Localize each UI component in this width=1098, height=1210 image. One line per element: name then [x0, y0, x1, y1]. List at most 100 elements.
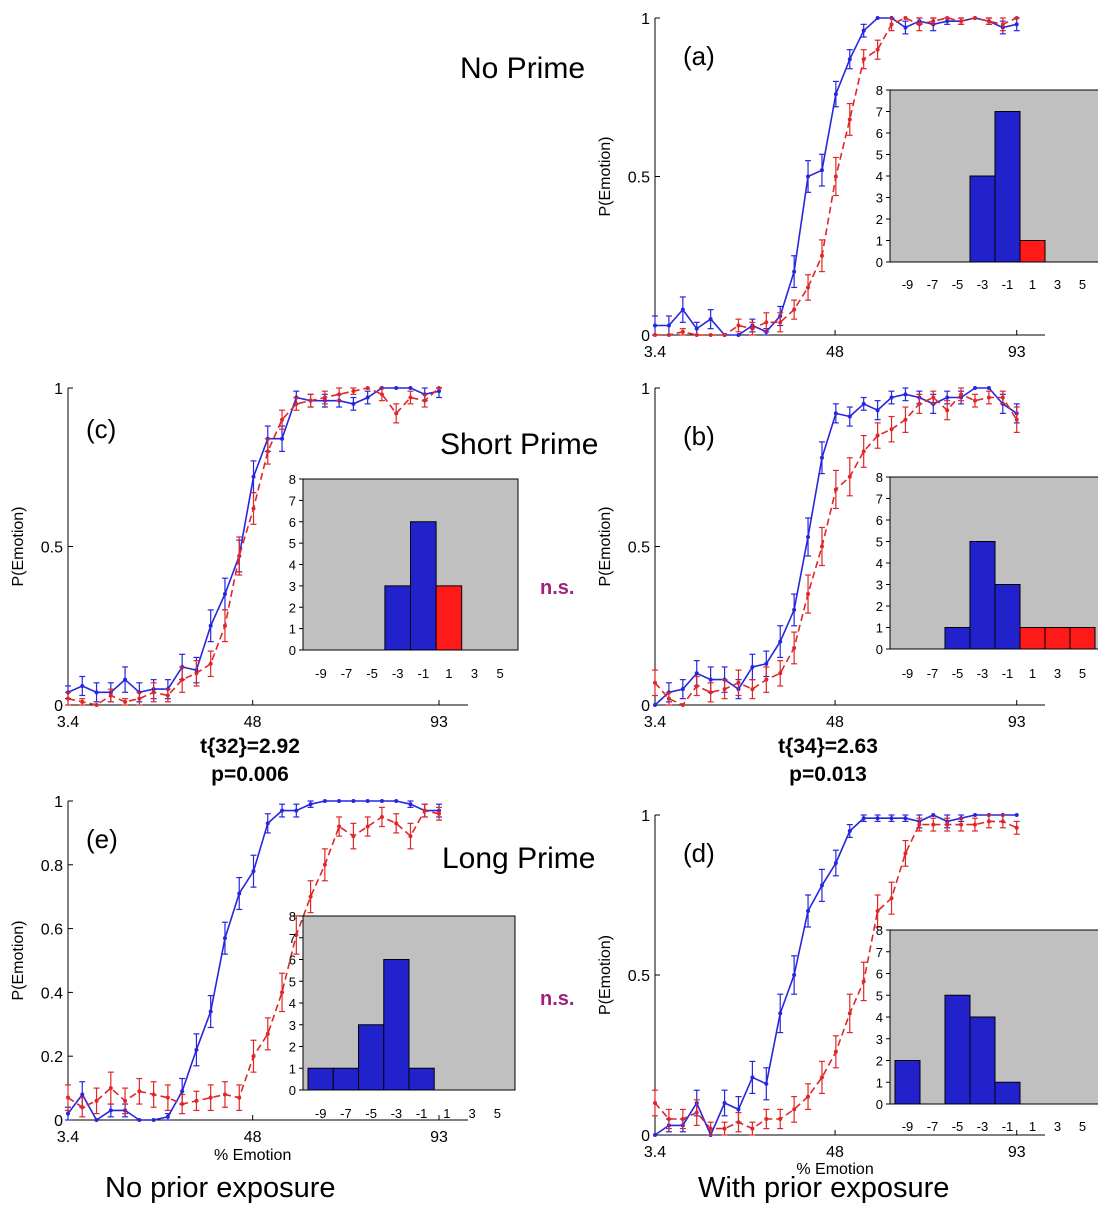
- blue-data-point-e: [194, 1047, 199, 1052]
- x-tick-label-a: 48: [826, 344, 844, 361]
- inset-y-tick-label-c: 5: [289, 536, 296, 551]
- y-tick-label-a: 0: [641, 328, 650, 345]
- column-label-left: No prior exposure: [105, 1172, 336, 1204]
- x-tick-label-b: 3.4: [644, 714, 666, 731]
- inset-y-tick-label-e: 7: [289, 931, 296, 946]
- blue-data-point-b: [875, 408, 880, 413]
- red-data-point-c: [222, 623, 227, 628]
- red-data-point-e: [308, 894, 313, 899]
- blue-data-point-e: [265, 821, 270, 826]
- red-data-point-a: [833, 174, 838, 179]
- x-tick-label-c: 3.4: [57, 714, 79, 731]
- inset-bar-e: [332, 1067, 360, 1091]
- red-data-point-b: [931, 395, 936, 400]
- red-data-point-c: [165, 693, 170, 698]
- inset-x-tick-label-a: -5: [952, 277, 964, 292]
- panel-label-b: (b): [683, 421, 715, 451]
- inset-y-tick-label-b: 2: [876, 599, 883, 614]
- inset-y-tick-label-e: 8: [289, 909, 296, 924]
- red-data-point-a: [666, 333, 671, 337]
- inset-bar-b: [1069, 627, 1096, 650]
- inset-y-tick-label-c: 6: [289, 515, 296, 530]
- blue-data-point-a: [819, 168, 824, 173]
- red-data-point-c: [408, 395, 413, 400]
- red-data-point-c: [80, 699, 85, 704]
- inset-y-tick-label-a: 4: [876, 169, 883, 184]
- y-axis-label-a: P(Emotion): [597, 136, 614, 216]
- inset-y-tick-label-d: 8: [876, 923, 883, 938]
- panel-label-e: (e): [86, 824, 118, 854]
- red-data-point-b: [666, 696, 671, 701]
- red-data-point-a: [778, 320, 783, 325]
- blue-data-point-e: [208, 1009, 213, 1014]
- red-data-point-a: [722, 333, 727, 337]
- red-data-point-a: [945, 16, 950, 20]
- inset-y-tick-label-b: 6: [876, 513, 883, 528]
- blue-data-point-d: [819, 883, 824, 888]
- red-data-point-a: [819, 253, 824, 258]
- blue-data-point-e: [322, 799, 327, 803]
- y-tick-label-d: 0: [641, 1128, 650, 1145]
- inset-y-tick-label-a: 6: [876, 126, 883, 141]
- inset-y-tick-label-c: 1: [289, 622, 296, 637]
- red-data-point-c: [337, 392, 342, 397]
- red-data-point-e: [422, 808, 427, 813]
- panel-label-c: (c): [86, 414, 116, 444]
- x-tick-label-c: 93: [430, 714, 448, 731]
- blue-data-point-e: [294, 808, 299, 813]
- red-data-point-b: [750, 687, 755, 692]
- red-data-point-e: [351, 834, 356, 839]
- inset-y-tick-label-d: 5: [876, 988, 883, 1003]
- red-data-point-b: [694, 683, 699, 688]
- red-data-point-b: [680, 703, 685, 707]
- red-data-point-e: [265, 1031, 270, 1036]
- inset-x-tick-label-c: -7: [341, 666, 353, 681]
- inset-x-tick-label-d: -9: [902, 1119, 914, 1134]
- red-data-point-d: [833, 1049, 838, 1054]
- red-data-point-d: [778, 1117, 783, 1121]
- red-data-point-a: [973, 16, 977, 20]
- red-data-point-c: [280, 417, 285, 422]
- red-data-point-e: [123, 1098, 128, 1103]
- red-data-point-c: [379, 392, 384, 397]
- inset-y-tick-label-c: 7: [289, 493, 296, 508]
- red-data-point-c: [365, 386, 370, 390]
- red-data-point-d: [931, 822, 936, 827]
- inset-x-tick-label-a: -7: [927, 277, 939, 292]
- blue-data-point-b: [986, 386, 991, 390]
- red-data-point-c: [194, 671, 199, 676]
- red-data-point-a: [903, 16, 908, 20]
- blue-data-point-c: [222, 592, 227, 597]
- blue-data-point-b: [806, 534, 811, 539]
- inset-x-tick-label-e: -9: [315, 1106, 327, 1121]
- blue-data-point-e: [66, 1111, 70, 1116]
- x-tick-label-a: 93: [1008, 344, 1026, 361]
- row-label-long-prime: Long Prime: [442, 842, 596, 875]
- inset-bar-d: [969, 1016, 996, 1105]
- inset-bar-b: [944, 627, 971, 650]
- red-data-point-e: [222, 1092, 227, 1097]
- inset-x-tick-label-a: -9: [902, 277, 914, 292]
- red-data-point-d: [903, 851, 908, 856]
- red-data-point-a: [708, 333, 713, 337]
- x-tick-label-d: 3.4: [644, 1144, 666, 1161]
- red-data-point-b: [945, 408, 950, 413]
- inset-bar-d: [944, 994, 971, 1105]
- red-data-point-b: [847, 474, 852, 479]
- y-tick-label-c: 0: [54, 698, 63, 715]
- red-data-point-d: [889, 896, 894, 901]
- blue-data-point-e: [94, 1118, 99, 1122]
- ns-short: n.s.: [540, 577, 575, 599]
- inset-y-tick-label-e: 6: [289, 953, 296, 968]
- blue-data-point-e: [280, 808, 285, 813]
- inset-x-tick-label-c: -1: [418, 666, 430, 681]
- panel-label-a: (a): [683, 41, 715, 71]
- stat-c-p: p=0.006: [211, 763, 289, 786]
- inset-y-tick-label-e: 4: [289, 996, 296, 1011]
- row-label-no-prime: No Prime: [460, 52, 586, 85]
- blue-data-point-b: [778, 639, 783, 644]
- inset-x-tick-label-d: -1: [1002, 1119, 1014, 1134]
- red-data-point-d: [736, 1120, 741, 1125]
- inset-x-tick-label-b: 1: [1029, 666, 1036, 681]
- blue-data-point-d: [903, 816, 908, 821]
